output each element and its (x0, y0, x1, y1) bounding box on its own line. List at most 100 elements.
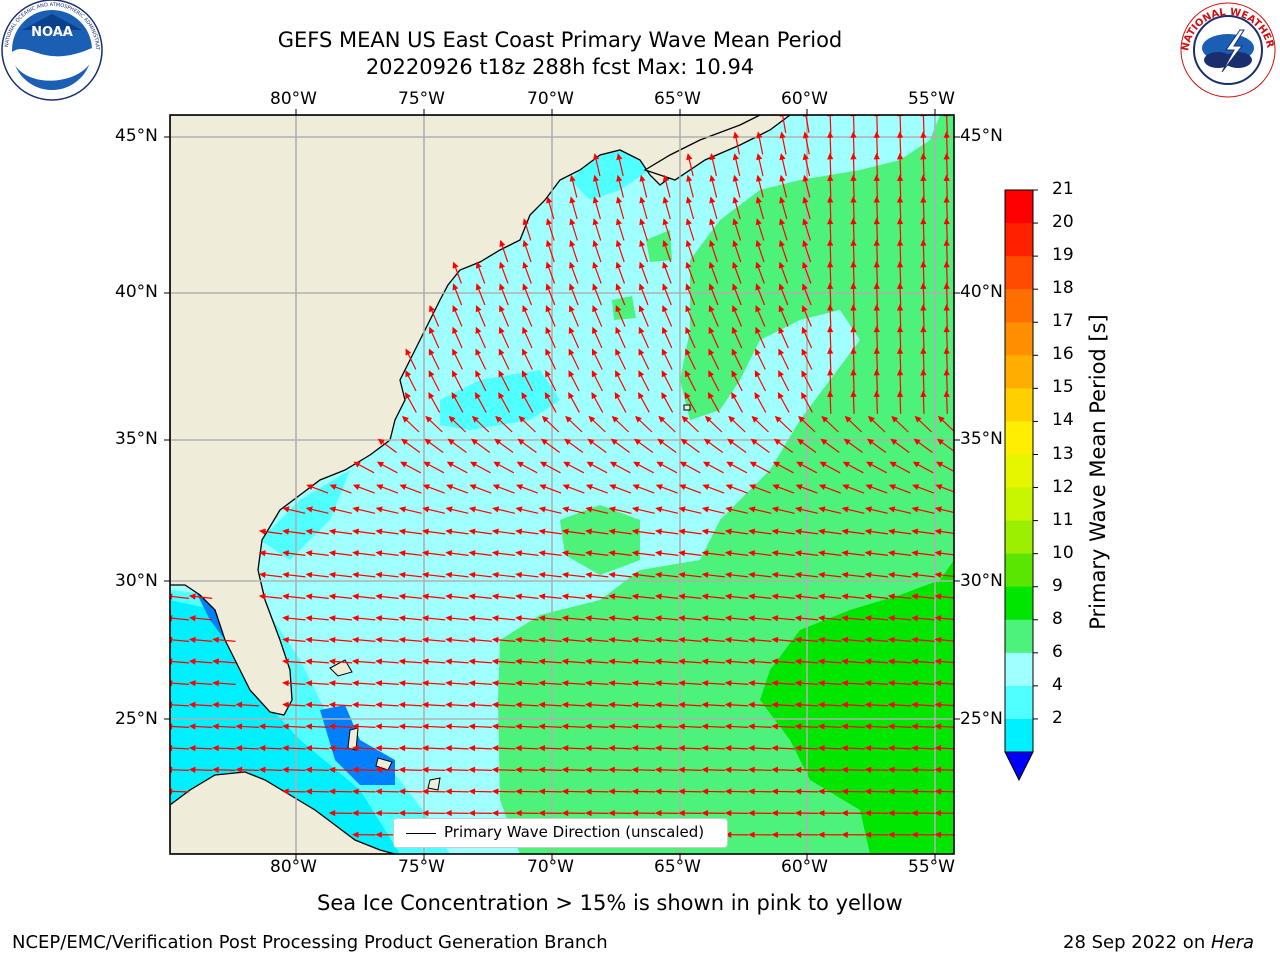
lon-tick-bottom: 65°W (654, 857, 701, 877)
wave-direction-arrowhead (801, 348, 808, 356)
wave-direction-arrowhead (827, 174, 834, 182)
wave-direction-arrowhead (491, 680, 499, 687)
wave-direction-arrowhead (662, 283, 668, 291)
wave-direction-arrowhead (375, 831, 382, 838)
map-frame (169, 114, 955, 855)
wave-direction-arrowhead (794, 528, 802, 535)
wave-direction-arrowhead (724, 701, 732, 709)
wave-direction-arrowhead (592, 239, 599, 247)
wave-direction-arrowhead (352, 809, 359, 817)
wave-direction-arrowhead (709, 174, 716, 182)
wave-direction-arrowhead (351, 788, 359, 795)
wave-direction-arrowhead (661, 348, 668, 356)
wave-direction-arrowhead (864, 528, 872, 535)
wave-direction-arrowhead (890, 438, 898, 446)
wave-direction-arrowhead (818, 506, 826, 513)
wave-direction-arrowhead (282, 766, 289, 773)
wave-direction-arrowhead (887, 766, 895, 773)
wave-direction-arrowhead (639, 174, 646, 182)
wave-direction-arrowhead (701, 571, 709, 579)
wave-direction-arrowhead (521, 391, 528, 400)
wave-direction-arrowhead (401, 415, 409, 423)
wave-direction-arrowhead (794, 636, 802, 644)
wave-direction-arrowhead (282, 593, 290, 600)
wave-direction-arrowhead (702, 461, 711, 468)
wave-direction-arrowhead (540, 438, 548, 446)
wave-direction-arrowhead (731, 326, 738, 334)
wave-direction-arrowhead (794, 788, 802, 795)
colorbar-tick-label: 12 (1052, 476, 1074, 497)
wave-direction-arrowhead (864, 723, 872, 730)
period-10-11-region (760, 560, 954, 854)
wave-direction-arrowhead (896, 347, 904, 354)
wave-direction-arrowhead (561, 701, 569, 709)
wave-direction-arrowhead (468, 658, 476, 665)
wave-direction-arrowhead (445, 484, 454, 490)
wave-direction-arrowhead (376, 484, 384, 490)
period-9-10-region (646, 230, 672, 262)
wave-direction-arrowhead (654, 766, 662, 773)
wave-direction-arrowhead (779, 196, 786, 204)
wave-direction-arrowhead (352, 484, 360, 490)
wave-direction-arrowhead (398, 744, 406, 752)
colorbar (995, 180, 1045, 790)
wave-direction-arrowhead (748, 484, 757, 490)
wave-direction-arrowhead (470, 438, 478, 446)
wave-direction-arrowhead (841, 506, 849, 513)
wave-direction-arrowhead (545, 239, 552, 247)
wave-direction-arrowhead (748, 744, 755, 752)
wave-direction-arrowhead (818, 550, 825, 557)
wave-direction-arrowhead (731, 391, 738, 400)
wave-direction-arrowhead (934, 593, 942, 600)
wave-direction-arrowhead (911, 831, 918, 838)
wave-direction-arrowhead (421, 766, 429, 773)
wave-direction-arrowhead (888, 484, 896, 490)
wave-direction-arrowhead (609, 461, 617, 468)
wave-direction-arrowhead (561, 766, 569, 773)
wave-direction-arrowhead (724, 636, 732, 644)
wave-direction-arrowhead (795, 484, 803, 490)
lon-tick-bottom: 80°W (270, 857, 317, 877)
wave-direction-arrowhead (611, 415, 619, 423)
wave-direction-arrowhead (943, 304, 950, 311)
wave-direction-arrowhead (801, 305, 808, 313)
wave-direction-arrowhead (920, 196, 927, 203)
wave-direction-arrowhead (375, 506, 383, 513)
wave-direction-arrowhead (328, 658, 336, 665)
wave-direction-arrowhead (920, 152, 927, 160)
wave-direction-arrowhead (701, 506, 709, 513)
wave-direction-arrowhead (491, 593, 499, 600)
wave-direction-arrowhead (911, 680, 918, 687)
wave-direction-arrowhead (873, 152, 880, 160)
wave-direction-arrowhead (841, 636, 849, 644)
wave-direction-arrowhead (538, 550, 546, 557)
wave-direction-arrowhead (798, 415, 805, 423)
wave-direction-arrowhead (820, 438, 828, 446)
wave-direction-arrowhead (685, 261, 692, 269)
wave-direction-arrowhead (352, 615, 359, 622)
wave-direction-arrowhead (515, 744, 522, 752)
wave-direction-arrowhead (943, 390, 950, 398)
wave-direction-arrowhead (235, 744, 243, 752)
wave-direction-arrowhead (258, 571, 266, 579)
wave-direction-arrowhead (452, 283, 459, 291)
wave-direction-arrowhead (591, 391, 598, 400)
wave-direction-arrowhead (235, 766, 243, 773)
wave-direction-arrowhead (920, 260, 927, 268)
wave-direction-arrowhead (678, 809, 685, 817)
wave-direction-arrowhead (608, 528, 616, 535)
wave-direction-arrowhead (421, 788, 429, 795)
wave-direction-arrowhead (615, 370, 621, 378)
colorbar-tick-label: 13 (1052, 443, 1074, 464)
wave-direction-arrowhead (934, 701, 942, 709)
colorbar-segment (1005, 289, 1033, 323)
wave-direction-arrowhead (801, 370, 808, 378)
wave-direction-arrowhead (421, 701, 429, 709)
wave-direction-arrowhead (678, 550, 686, 557)
wave-direction-arrowhead (328, 701, 336, 709)
wave-direction-arrowhead (421, 636, 429, 644)
wave-direction-arrowhead (934, 571, 942, 579)
wave-direction-arrowhead (748, 680, 755, 687)
wave-direction-arrowhead (328, 788, 336, 795)
legend-label: Primary Wave Direction (unscaled) (444, 823, 705, 841)
